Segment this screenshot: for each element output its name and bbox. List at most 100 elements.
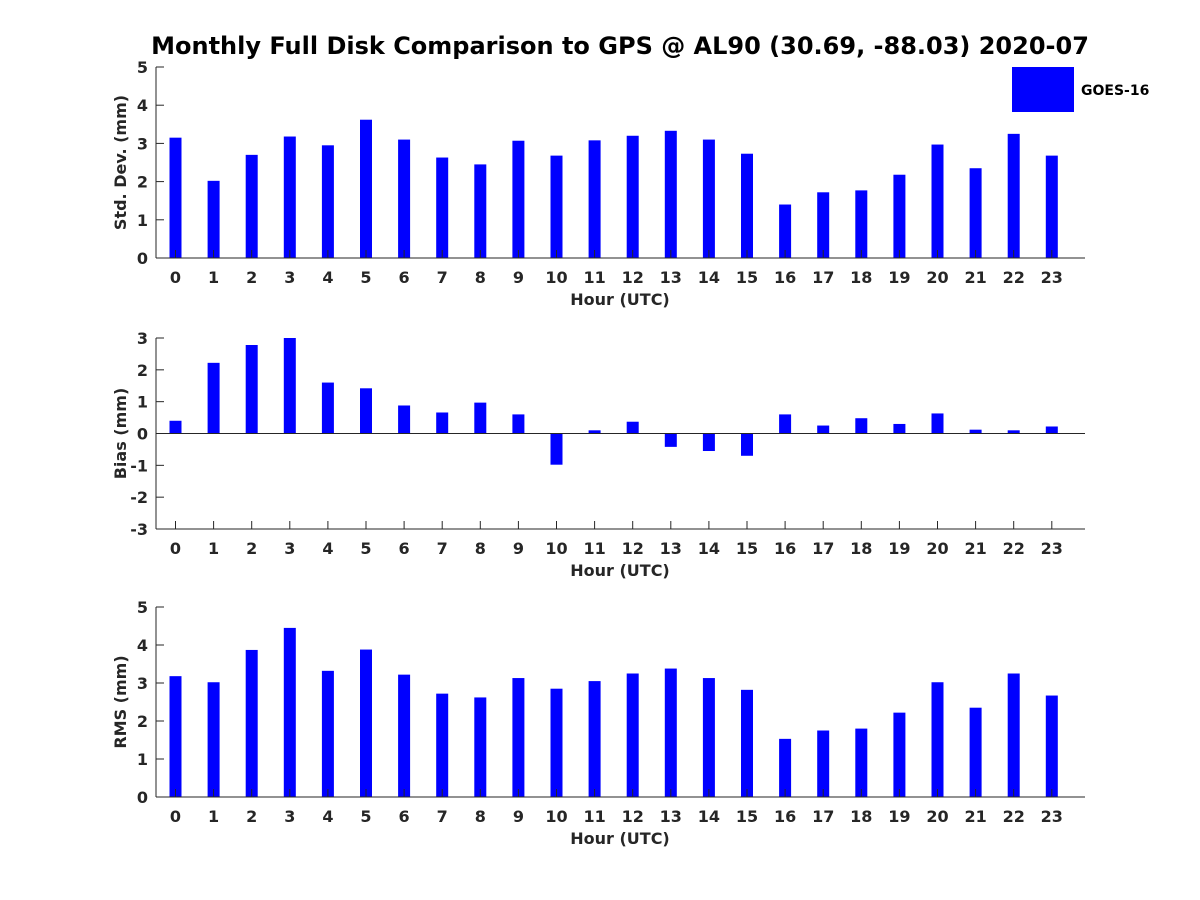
bar (321, 145, 334, 258)
x-tick-label: 15 (736, 807, 758, 826)
legend: GOES-16 (1012, 67, 1149, 112)
x-axis-label: Hour (UTC) (570, 290, 670, 309)
x-tick-label: 17 (812, 539, 834, 558)
bar (1045, 695, 1058, 797)
x-tick-label: 2 (246, 807, 257, 826)
bar (702, 678, 715, 797)
bar (283, 338, 296, 434)
bar (169, 420, 182, 434)
x-tick-label: 18 (850, 807, 872, 826)
y-tick-label: 1 (137, 211, 148, 230)
bar (779, 204, 792, 258)
y-tick-label: 4 (137, 636, 148, 655)
x-tick-label: 16 (774, 268, 796, 287)
bar (931, 682, 944, 797)
x-tick-label: 23 (1041, 539, 1063, 558)
y-tick-label: -1 (130, 456, 148, 475)
bar (741, 433, 753, 456)
bar (398, 405, 411, 434)
legend-label: GOES-16 (1081, 83, 1149, 99)
x-tick-label: 6 (399, 539, 410, 558)
bar (702, 139, 715, 258)
bar (245, 345, 258, 434)
x-tick-label: 10 (545, 539, 567, 558)
bar (855, 728, 868, 797)
x-tick-label: 12 (622, 539, 644, 558)
x-axis-label: Hour (UTC) (570, 561, 670, 580)
x-tick-label: 22 (1003, 807, 1025, 826)
bar (741, 153, 753, 258)
bar (817, 730, 830, 797)
x-tick-label: 3 (284, 268, 295, 287)
x-tick-label: 6 (399, 807, 410, 826)
bar (474, 402, 487, 434)
bar (664, 433, 677, 447)
bar (436, 412, 449, 434)
y-tick-label: 5 (137, 58, 148, 77)
bar (664, 668, 677, 797)
bar (474, 164, 487, 258)
bar (512, 414, 525, 434)
bar (321, 670, 334, 797)
y-axis-label: Bias (mm) (111, 388, 130, 480)
x-tick-label: 18 (850, 539, 872, 558)
bar (550, 155, 563, 258)
x-tick-label: 14 (698, 807, 720, 826)
x-tick-label: 15 (736, 539, 758, 558)
y-tick-label: 3 (137, 134, 148, 153)
x-tick-label: 7 (437, 268, 448, 287)
x-tick-label: 1 (208, 268, 219, 287)
x-tick-label: 13 (660, 539, 682, 558)
x-tick-label: 0 (170, 539, 181, 558)
bar (283, 627, 296, 797)
x-tick-label: 5 (360, 539, 371, 558)
bar (931, 144, 944, 258)
bar (169, 676, 182, 797)
bar (626, 421, 639, 434)
bar (702, 433, 715, 452)
y-tick-label: 4 (137, 96, 148, 115)
x-tick-label: 1 (208, 539, 219, 558)
bar (626, 135, 639, 258)
x-tick-label: 19 (888, 807, 910, 826)
chart-title: Monthly Full Disk Comparison to GPS @ AL… (151, 32, 1089, 60)
x-tick-label: 4 (322, 268, 333, 287)
x-tick-label: 9 (513, 539, 524, 558)
bar (1007, 673, 1020, 797)
bar (436, 693, 449, 797)
y-tick-label: 0 (137, 249, 148, 268)
y-tick-label: -2 (130, 488, 148, 507)
x-tick-label: 9 (513, 807, 524, 826)
bar (893, 423, 906, 434)
bar (855, 190, 868, 258)
x-tick-label: 19 (888, 539, 910, 558)
x-tick-label: 12 (622, 807, 644, 826)
x-tick-label: 21 (964, 268, 986, 287)
y-tick-label: 2 (137, 712, 148, 731)
y-tick-label: 0 (137, 788, 148, 807)
x-tick-label: 11 (583, 539, 605, 558)
x-tick-label: 8 (475, 807, 486, 826)
y-tick-label: 3 (137, 674, 148, 693)
x-tick-label: 3 (284, 807, 295, 826)
x-tick-label: 11 (583, 807, 605, 826)
x-tick-label: 17 (812, 268, 834, 287)
x-tick-label: 15 (736, 268, 758, 287)
bar (741, 689, 753, 797)
x-tick-label: 16 (774, 807, 796, 826)
bar (360, 388, 372, 434)
y-tick-label: 2 (137, 361, 148, 380)
bar (969, 168, 982, 258)
x-tick-label: 1 (208, 807, 219, 826)
y-tick-label: 0 (137, 425, 148, 444)
y-tick-label: -3 (130, 520, 148, 539)
bar (321, 382, 334, 434)
x-tick-label: 2 (246, 268, 257, 287)
x-tick-label: 4 (322, 539, 333, 558)
x-tick-label: 3 (284, 539, 295, 558)
bar (207, 362, 220, 434)
bar (245, 649, 258, 797)
x-axis-label: Hour (UTC) (570, 829, 670, 848)
bar (398, 139, 411, 258)
